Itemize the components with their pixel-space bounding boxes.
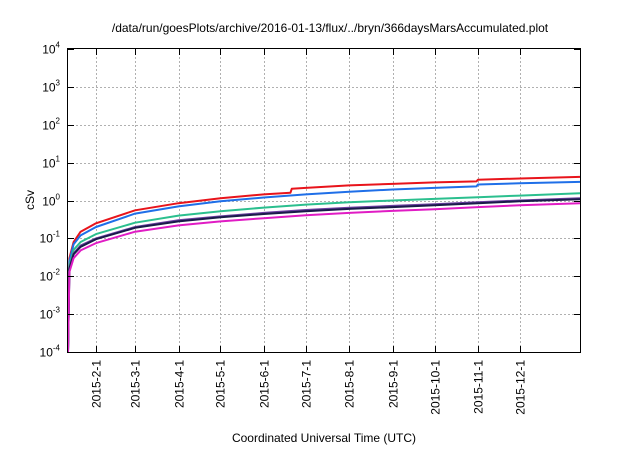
series-line-3 (67, 192, 581, 353)
x-tick-label: 2015-4-1 (173, 360, 187, 408)
series-line-6 (67, 202, 581, 353)
y-tick-label: 10-4 (40, 344, 61, 360)
y-tick-label: 101 (42, 155, 60, 171)
x-axis-label: Coordinated Universal Time (UTC) (232, 431, 416, 445)
plot-frame (67, 48, 581, 353)
x-axis: 2015-2-1 2015-3-1 2015-4-1 2015-5-1 2015-6-1… (90, 49, 528, 415)
series-line-1 (67, 175, 581, 353)
x-tick-label: 2015-12-1 (514, 360, 528, 415)
y-tick-label: 102 (42, 117, 60, 133)
y-tick-label: 10-3 (40, 306, 61, 322)
x-tick-label: 2015-3-1 (129, 360, 143, 408)
x-tick-label: 2015-2-1 (90, 360, 104, 408)
chart-title: /data/run/goesPlots/archive/2016-01-13/f… (112, 21, 549, 35)
series-line-5 (67, 198, 581, 353)
x-tick-label: 2015-9-1 (387, 360, 401, 408)
x-tick-label: 2015-8-1 (343, 360, 357, 408)
x-tick-label: 2015-11-1 (472, 360, 486, 414)
y-axis-label: cSv (23, 190, 37, 210)
y-tick-label: 103 (42, 79, 60, 95)
y-tick-label: 10-2 (40, 268, 61, 284)
series-line-2 (67, 180, 581, 353)
y-tick-label: 104 (42, 41, 60, 57)
y-tick-label: 10-1 (40, 230, 61, 246)
x-tick-label: 2015-6-1 (258, 360, 272, 408)
y-tick-label: 100 (42, 193, 60, 209)
series-group (67, 175, 581, 353)
grid (68, 49, 580, 352)
x-tick-label: 2015-7-1 (300, 360, 314, 408)
y-axis: 10-4 10-3 10-2 10-1 100 101 102 103 104 (40, 41, 580, 360)
x-tick-label: 2015-10-1 (429, 360, 443, 415)
x-tick-label: 2015-5-1 (214, 360, 228, 408)
